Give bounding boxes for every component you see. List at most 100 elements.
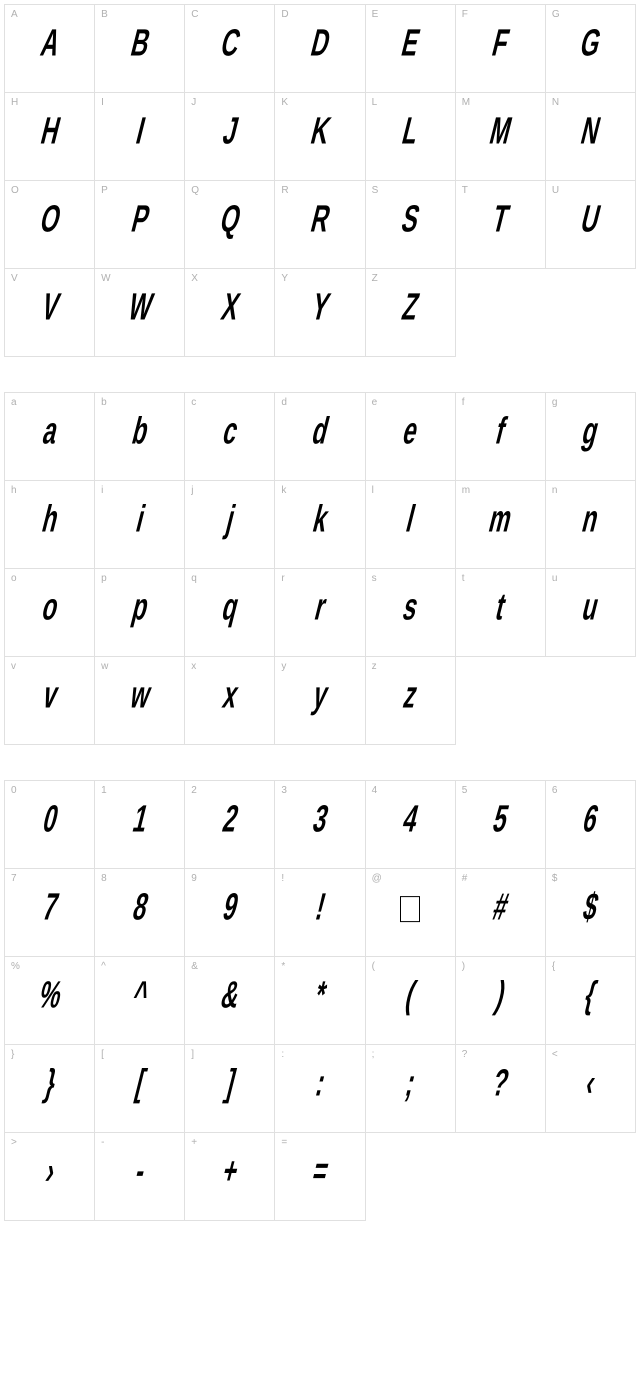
cell-glyph: ? — [489, 1064, 512, 1102]
glyph-cell: KK — [275, 93, 365, 181]
glyph-cell: ++ — [185, 1133, 275, 1221]
glyph-cell: && — [185, 957, 275, 1045]
cell-glyph: * — [311, 976, 328, 1014]
glyph-cell: ee — [366, 393, 456, 481]
glyph-cell: HH — [5, 93, 95, 181]
cell-glyph: 6 — [580, 800, 601, 838]
cell-glyph: l — [403, 500, 418, 538]
cell-glyph: ( — [402, 976, 418, 1014]
cell-glyph: 0 — [39, 800, 60, 838]
character-map-root: AABBCCDDEEFFGGHHIIJJKKLLMMNNOOPPQQRRSSTT… — [4, 4, 636, 1221]
cell-label: B — [101, 9, 108, 20]
glyph-cell: AA — [5, 5, 95, 93]
glyph-cell: GG — [546, 5, 636, 93]
cell-label: ? — [462, 1049, 468, 1060]
glyph-cell: FF — [456, 5, 546, 93]
glyph-cell: ** — [275, 957, 365, 1045]
cell-label: 5 — [462, 785, 468, 796]
cell-glyph: w — [126, 676, 153, 714]
cell-glyph: X — [218, 288, 242, 326]
glyph-cell: OO — [5, 181, 95, 269]
cell-label: 3 — [281, 785, 287, 796]
cell-label: p — [101, 573, 107, 584]
glyph-cell: nn — [546, 481, 636, 569]
cell-label: J — [191, 97, 196, 108]
cell-glyph: R — [307, 200, 332, 238]
glyph-cell: uu — [546, 569, 636, 657]
cell-glyph: K — [307, 112, 332, 150]
cell-glyph: 7 — [39, 888, 60, 926]
cell-glyph: H — [37, 112, 62, 150]
cell-label: < — [552, 1049, 558, 1060]
empty-cell — [546, 657, 636, 745]
cell-label: h — [11, 485, 17, 496]
cell-label: 1 — [101, 785, 107, 796]
glyph-cell: ?? — [456, 1045, 546, 1133]
glyph-cell: BB — [95, 5, 185, 93]
glyph-cell: MM — [456, 93, 546, 181]
cell-glyph: b — [128, 412, 151, 450]
cell-label: d — [281, 397, 287, 408]
cell-label: X — [191, 273, 198, 284]
cell-label: ] — [191, 1049, 194, 1060]
glyph-cell: == — [275, 1133, 365, 1221]
cell-label: & — [191, 961, 198, 972]
cell-glyph: $ — [580, 888, 601, 926]
cell-glyph: ; — [402, 1064, 418, 1102]
cell-glyph: O — [36, 200, 63, 238]
glyph-cell: 22 — [185, 781, 275, 869]
cell-label: c — [191, 397, 196, 408]
cell-label: G — [552, 9, 560, 20]
glyph-cell: ff — [456, 393, 546, 481]
glyph-cell: 66 — [546, 781, 636, 869]
cell-label: b — [101, 397, 107, 408]
cell-glyph: f — [492, 412, 508, 450]
glyph-grid: 00112233445566778899!!@##$$%%^^&&**(()){… — [4, 780, 636, 1221]
cell-label: ) — [462, 961, 465, 972]
cell-label: w — [101, 661, 108, 672]
glyph-cell: jj — [185, 481, 275, 569]
cell-label: y — [281, 661, 286, 672]
cell-glyph: T — [489, 200, 512, 238]
cell-label: Q — [191, 185, 199, 196]
glyph-cell: vv — [5, 657, 95, 745]
glyph-cell: II — [95, 93, 185, 181]
cell-glyph: c — [219, 412, 240, 450]
cell-label: N — [552, 97, 559, 108]
glyph-cell: 55 — [456, 781, 546, 869]
cell-label: # — [462, 873, 468, 884]
cell-label: H — [11, 97, 18, 108]
empty-cell — [456, 1133, 546, 1221]
glyph-cell: ll — [366, 481, 456, 569]
cell-label: % — [11, 961, 20, 972]
glyph-cell: ii — [95, 481, 185, 569]
glyph-section-lowercase: aabbccddeeffgghhiijjkkllmmnnooppqqrrsstt… — [4, 392, 636, 745]
cell-label: Y — [281, 273, 288, 284]
cell-glyph: d — [309, 412, 332, 450]
glyph-cell: rr — [275, 569, 365, 657]
glyph-cell: DD — [275, 5, 365, 93]
cell-glyph: j — [222, 500, 237, 538]
glyph-cell: -- — [95, 1133, 185, 1221]
cell-label: $ — [552, 873, 558, 884]
empty-cell — [546, 1133, 636, 1221]
cell-glyph: } — [41, 1064, 58, 1102]
cell-label: n — [552, 485, 558, 496]
cell-label: 8 — [101, 873, 107, 884]
glyph-cell: zz — [366, 657, 456, 745]
cell-label: : — [281, 1049, 284, 1060]
glyph-cell: mm — [456, 481, 546, 569]
glyph-cell: NN — [546, 93, 636, 181]
glyph-cell: dd — [275, 393, 365, 481]
cell-glyph: › — [42, 1152, 58, 1190]
cell-label: t — [462, 573, 465, 584]
cell-glyph: p — [128, 588, 151, 626]
cell-glyph: n — [579, 500, 602, 538]
empty-cell — [456, 269, 546, 357]
cell-glyph: r — [311, 588, 328, 626]
glyph-cell: SS — [366, 181, 456, 269]
cell-label: q — [191, 573, 197, 584]
cell-glyph: - — [132, 1152, 148, 1190]
cell-glyph: Y — [308, 288, 332, 326]
glyph-cell: >› — [5, 1133, 95, 1221]
